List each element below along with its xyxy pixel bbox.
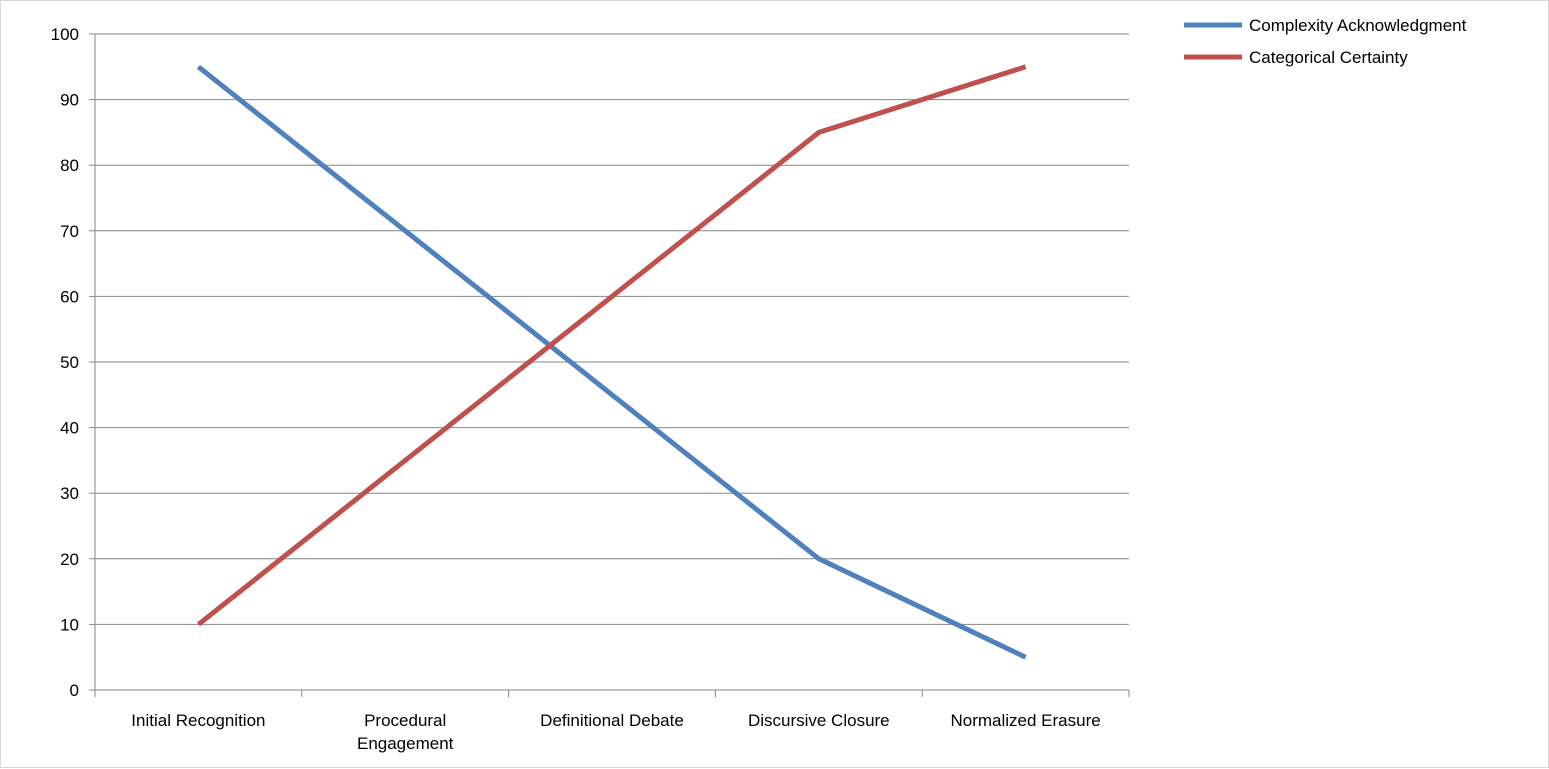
y-tick-label-40: 40 — [60, 419, 79, 438]
y-tick-label-90: 90 — [60, 91, 79, 110]
y-tick-label-30: 30 — [60, 484, 79, 503]
gridlines — [95, 34, 1129, 624]
y-tick-label-0: 0 — [70, 681, 79, 700]
y-tick-label-70: 70 — [60, 222, 79, 241]
legend-label-0: Complexity Acknowledgment — [1249, 16, 1467, 35]
x-tick-label-3: Discursive Closure — [748, 711, 890, 730]
x-tick-label-0: Initial Recognition — [131, 711, 265, 730]
series-line-1 — [198, 67, 1025, 625]
legend-label-1: Categorical Certainty — [1249, 48, 1408, 67]
y-tick-label-20: 20 — [60, 550, 79, 569]
axes: 0 10 20 30 40 50 60 70 80 90 100 Initial Recognitio… — [51, 25, 1129, 753]
y-tick-label-10: 10 — [60, 615, 79, 634]
legend: Complexity Acknowledgment Categorical Cer… — [1184, 16, 1467, 67]
y-tick-label-80: 80 — [60, 156, 79, 175]
x-tick-label-2: Definitional Debate — [540, 711, 684, 730]
x-tick-label-4: Normalized Erasure — [950, 711, 1100, 730]
y-tick-label-60: 60 — [60, 287, 79, 306]
y-tick-label-50: 50 — [60, 353, 79, 372]
y-tick-label-100: 100 — [51, 25, 79, 44]
